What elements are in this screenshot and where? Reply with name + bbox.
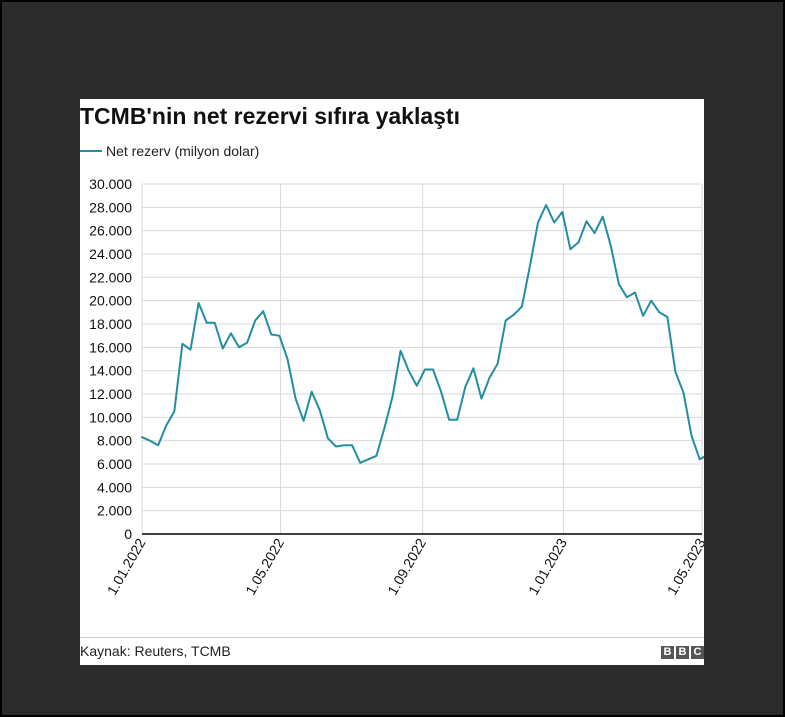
- y-tick-label: 6.000: [97, 456, 132, 472]
- y-tick-label: 30.000: [89, 176, 132, 192]
- y-tick-label: 22.000: [89, 269, 132, 285]
- logo-letter: B: [676, 646, 689, 659]
- x-tick-label: 1.01.2023: [525, 535, 570, 597]
- x-tick-label: 1.09.2022: [384, 535, 429, 597]
- bbc-logo: B B C: [661, 646, 704, 659]
- legend-swatch-line: [80, 150, 102, 152]
- y-tick-label: 20.000: [89, 293, 132, 309]
- source-credit: Kaynak: Reuters, TCMB: [80, 643, 231, 659]
- chart-title: TCMB'nin net rezervi sıfıra yaklaştı: [80, 103, 460, 129]
- footer-divider: [80, 637, 704, 638]
- y-tick-label: 12.000: [89, 386, 132, 402]
- y-tick-label: 28.000: [89, 199, 132, 215]
- y-tick-label: 18.000: [89, 316, 132, 332]
- legend: Net rezerv (milyon dolar): [80, 143, 259, 159]
- y-tick-label: 14.000: [89, 363, 132, 379]
- x-tick-label: 1.05.2023: [664, 535, 704, 597]
- y-tick-label: 10.000: [89, 409, 132, 425]
- x-tick-label: 1.05.2022: [242, 535, 287, 597]
- y-tick-label: 4.000: [97, 479, 132, 495]
- y-tick-label: 0: [124, 526, 132, 542]
- y-tick-label: 24.000: [89, 246, 132, 262]
- logo-letter: B: [661, 646, 674, 659]
- y-tick-label: 8.000: [97, 433, 132, 449]
- y-tick-label: 26.000: [89, 223, 132, 239]
- legend-label: Net rezerv (milyon dolar): [106, 143, 260, 159]
- y-tick-label: 16.000: [89, 339, 132, 355]
- x-tick-label: 1.01.2022: [104, 535, 149, 597]
- y-tick-label: 2.000: [97, 503, 132, 519]
- chart-panel: TCMB'nin net rezervi sıfıra yaklaştı Net…: [80, 99, 704, 665]
- line-chart: 0 2.000 4.000 6.000 8.000 10.000 12.000 14.000 1…: [89, 176, 704, 597]
- logo-letter: C: [691, 646, 704, 659]
- series-line-net-rezerv: [141, 204, 704, 464]
